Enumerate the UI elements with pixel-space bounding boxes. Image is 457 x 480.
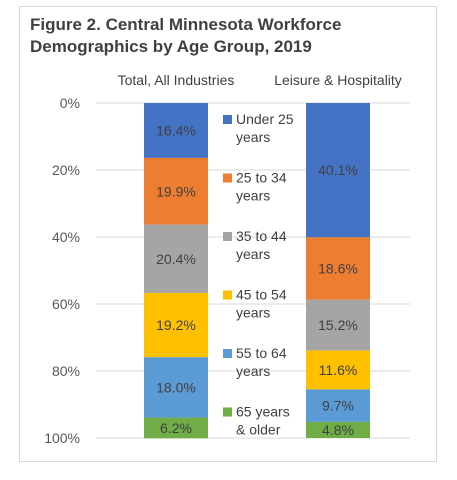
legend-label: 35 to 44 <box>236 228 287 244</box>
data-label: 19.9% <box>156 183 196 199</box>
category-label: Total, All Industries <box>118 72 235 88</box>
legend-label: years <box>236 305 270 321</box>
chart-title-line-2: Demographics by Age Group, 2019 <box>30 37 312 56</box>
y-axis: 0% 20% 40% 60% 80% 100% <box>44 95 80 446</box>
y-tick-label: 0% <box>60 95 80 111</box>
data-label: 15.2% <box>318 317 358 333</box>
bar-segment <box>306 350 370 390</box>
legend-label: years <box>236 129 270 145</box>
data-label: 11.6% <box>319 362 358 378</box>
chart-title: Figure 2. Central Minnesota Workforce De… <box>30 14 430 58</box>
data-label: 18.0% <box>156 379 196 395</box>
data-label: 4.8% <box>322 422 354 438</box>
bar-segment <box>144 292 208 358</box>
bar-segment <box>144 417 208 439</box>
legend-label: 25 to 34 <box>236 170 287 186</box>
legend-swatch <box>223 173 232 183</box>
bar-segment <box>144 157 208 225</box>
legend-label: Under 25 <box>236 111 294 127</box>
y-tick-label: 40% <box>52 229 80 245</box>
bar-segment <box>306 237 370 300</box>
data-label: 16.4% <box>156 122 196 138</box>
legend-swatch <box>223 232 232 241</box>
data-label: 9.7% <box>322 398 354 414</box>
data-label: 40.1% <box>318 162 358 178</box>
bar-segment <box>306 299 370 351</box>
legend-swatch <box>223 349 232 358</box>
y-tick-label: 80% <box>52 363 80 379</box>
y-tick-label: 20% <box>52 162 80 178</box>
legend-swatch <box>223 407 232 417</box>
y-tick-label: 60% <box>52 296 80 312</box>
chart-title-line-1: Figure 2. Central Minnesota Workforce <box>30 15 342 34</box>
legend: Under 25 years 25 to 34 years 35 to 44 years 4… <box>223 111 294 438</box>
legend-label: & older <box>236 422 281 438</box>
data-label: 19.2% <box>156 317 196 333</box>
data-label: 20.4% <box>156 251 196 267</box>
legend-label: 55 to 64 <box>236 345 287 361</box>
bar-segment <box>144 103 208 158</box>
legend-swatch <box>223 115 232 124</box>
bar-segment <box>306 421 370 438</box>
bar-segment <box>306 389 370 422</box>
legend-label: 65 years <box>236 404 290 420</box>
data-label: 6.2% <box>160 420 192 436</box>
legend-label: years <box>236 246 270 262</box>
legend-label: 45 to 54 <box>236 287 287 303</box>
bar-segment <box>144 224 208 293</box>
category-labels: Total, All Industries Leisure & Hospitali… <box>118 72 402 88</box>
bar-segment <box>306 103 370 238</box>
legend-label: years <box>236 363 270 379</box>
legend-swatch <box>223 290 232 300</box>
data-label: 18.6% <box>318 260 358 276</box>
legend-label: years <box>236 188 270 204</box>
category-label: Leisure & Hospitality <box>274 72 402 88</box>
bars: 16.4% 19.9% 20.4% 19.2% 18.0% 6.2% 40.1% 18.6% 1… <box>144 103 370 439</box>
y-tick-label: 100% <box>44 430 80 446</box>
bar-segment <box>144 357 208 418</box>
